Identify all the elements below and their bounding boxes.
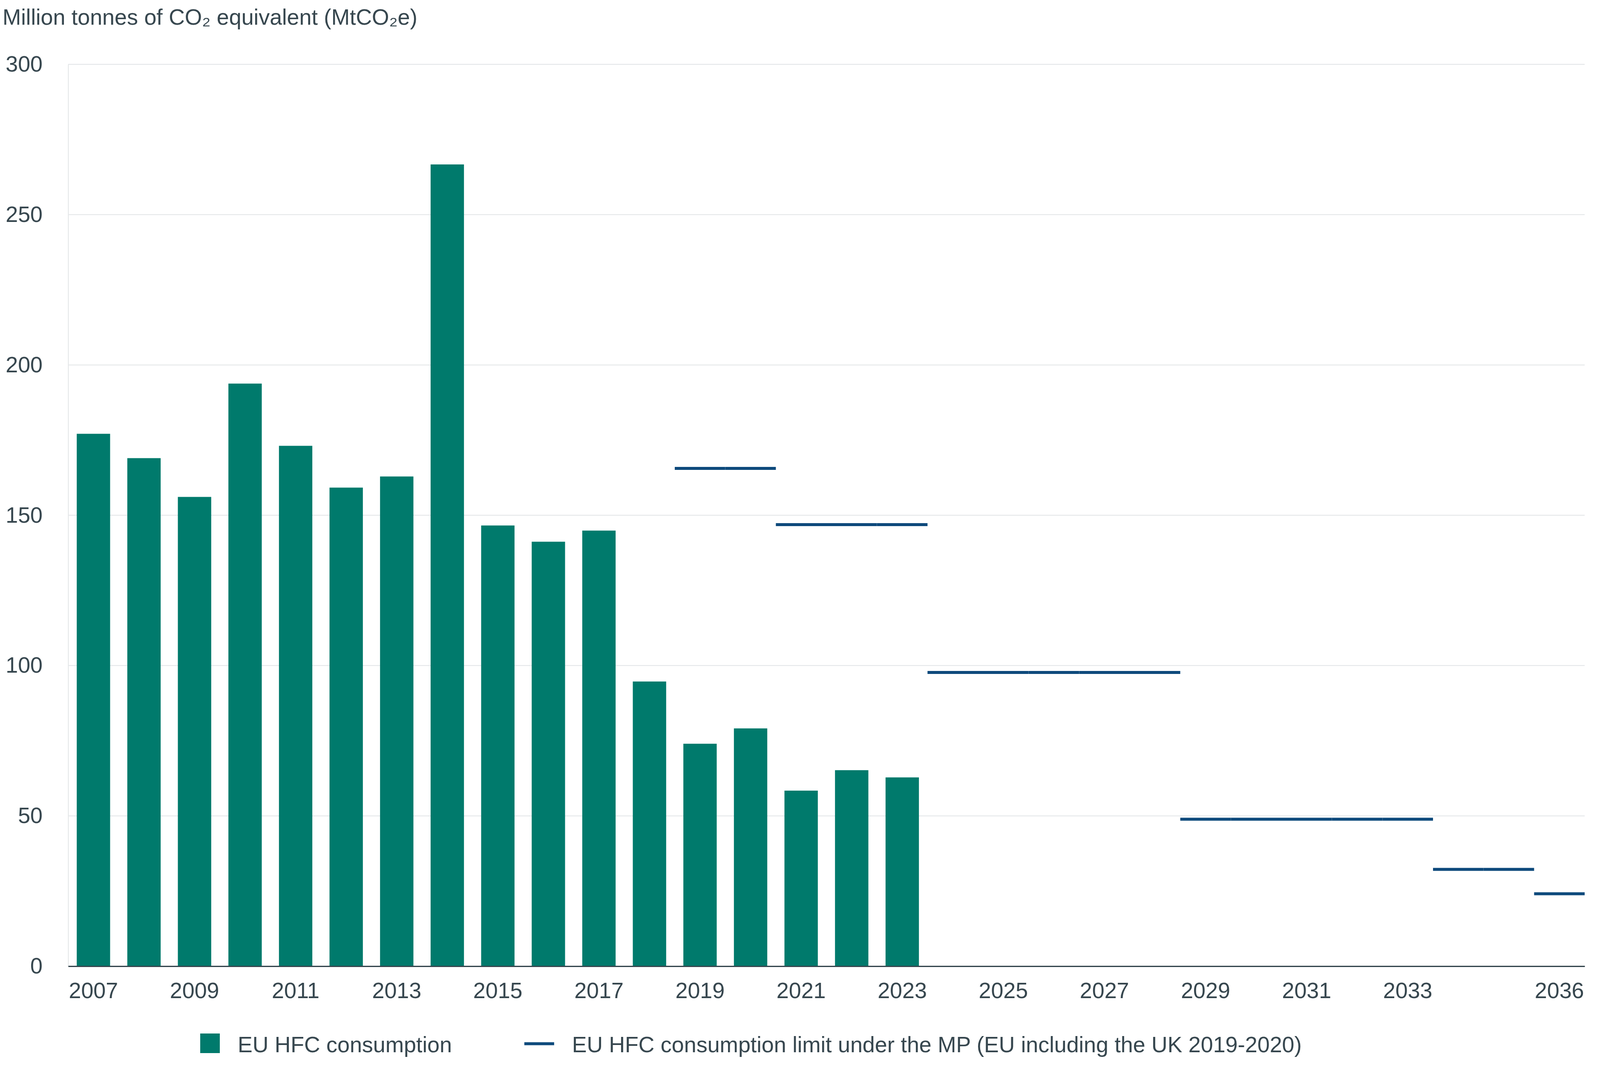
chart: 0501001502002503002007200920112013201520… xyxy=(0,0,1600,1068)
y-tick: 250 xyxy=(5,201,69,227)
limit-segment xyxy=(927,670,979,674)
limit-segment xyxy=(674,466,726,470)
grid xyxy=(68,64,1585,967)
legend-swatch xyxy=(524,1042,555,1046)
y-tick: 300 xyxy=(5,51,69,77)
y-tick-label: 200 xyxy=(5,352,43,377)
limit-segment xyxy=(1230,817,1282,821)
bar xyxy=(127,457,161,967)
x-tick: 2017 xyxy=(574,966,624,1003)
limit-segment xyxy=(877,523,928,527)
limit-segment xyxy=(1332,817,1383,821)
bar xyxy=(329,487,363,967)
limit-segment xyxy=(725,466,777,470)
limit-segment xyxy=(1079,670,1130,674)
x-tick: 2021 xyxy=(776,966,826,1003)
x-tick: 2019 xyxy=(675,966,725,1003)
bar xyxy=(784,790,818,967)
y-tick-label: 0 xyxy=(30,953,43,979)
x-tick: 2029 xyxy=(1180,966,1231,1003)
bar xyxy=(582,530,616,967)
limit-segment xyxy=(1028,670,1080,674)
grid-line xyxy=(68,63,1585,65)
x-tick: 2036 xyxy=(1534,966,1585,1003)
x-tick-label: 2019 xyxy=(675,978,725,1003)
x-tick: 2031 xyxy=(1281,966,1332,1003)
bar xyxy=(531,541,565,967)
y-tick-label: 150 xyxy=(5,502,43,528)
limit-segment xyxy=(978,670,1029,674)
limit-segment xyxy=(1433,867,1484,871)
x-tick: 2007 xyxy=(68,966,118,1003)
series-bar xyxy=(76,164,919,967)
series-step xyxy=(674,468,1585,894)
x-tick: 2013 xyxy=(371,966,422,1003)
x-axis-line xyxy=(68,965,1586,967)
limit-segment xyxy=(1281,817,1333,821)
x-tick-label: 2021 xyxy=(776,978,826,1003)
x-tick-label: 2029 xyxy=(1180,978,1231,1003)
x-tick-label: 2027 xyxy=(1079,978,1130,1003)
limit-segment xyxy=(1483,867,1535,871)
x-tick-label: 2033 xyxy=(1383,978,1433,1003)
x-tick: 2011 xyxy=(271,966,320,1003)
limit-segment xyxy=(1382,817,1434,821)
x-tick-label: 2013 xyxy=(371,978,422,1003)
x-tick-label: 2009 xyxy=(169,978,220,1003)
bar xyxy=(430,164,464,967)
y-tick: 200 xyxy=(5,352,69,377)
x-tick-label: 2025 xyxy=(978,978,1028,1003)
limit-segment xyxy=(775,523,827,527)
x-tick-label: 2011 xyxy=(271,978,320,1003)
legend: EU HFC consumption EU HFC consumption lim… xyxy=(200,1032,1302,1057)
x-tick: 2009 xyxy=(169,966,220,1003)
y-tick: 0 xyxy=(30,953,69,979)
x-tick-label: 2015 xyxy=(473,978,523,1003)
y-axis-line xyxy=(68,64,70,967)
bar xyxy=(76,433,110,967)
bar xyxy=(228,383,262,967)
y-tick-label: 100 xyxy=(5,652,43,678)
grid-line xyxy=(68,364,1585,366)
y-tick-label: 300 xyxy=(5,51,43,77)
y-tick-label: 50 xyxy=(17,802,43,828)
x-tick-label: 2031 xyxy=(1281,978,1332,1003)
bar xyxy=(279,445,313,967)
bar xyxy=(481,525,515,967)
grid-line xyxy=(68,965,1585,967)
y-axis: 0 50 100 150 200 250 300 xyxy=(5,51,69,979)
x-tick-label: 2017 xyxy=(574,978,624,1003)
bar xyxy=(834,770,869,967)
grid-line xyxy=(68,214,1585,216)
bar xyxy=(633,681,667,967)
bar xyxy=(733,728,768,967)
limit-segment xyxy=(1180,817,1232,821)
x-tick: 2023 xyxy=(877,966,927,1003)
x-tick-label: 2036 xyxy=(1534,978,1585,1003)
legend-label: EU HFC consumption limit under the MP (E… xyxy=(572,1032,1302,1057)
limit-segment xyxy=(1533,892,1585,895)
x-axis: 2007 2009 2011 2013 2015 2017 2019 2021 2023 2025… xyxy=(68,966,1586,1003)
bar xyxy=(885,777,919,967)
y-tick: 50 xyxy=(17,802,69,828)
y-tick: 150 xyxy=(5,502,69,528)
x-tick: 2015 xyxy=(473,966,523,1003)
x-tick: 2025 xyxy=(978,966,1028,1003)
legend-swatch xyxy=(200,1033,220,1054)
x-tick-label: 2007 xyxy=(68,978,118,1003)
limit-segment xyxy=(826,523,878,527)
bar xyxy=(683,743,717,967)
limit-segment xyxy=(1129,670,1181,674)
y-tick: 100 xyxy=(5,652,69,678)
x-tick-label: 2023 xyxy=(877,978,927,1003)
bar xyxy=(379,476,414,967)
bar xyxy=(178,496,212,967)
y-tick-label: 250 xyxy=(5,201,43,227)
plot-marks xyxy=(76,164,1585,967)
legend-label: EU HFC consumption xyxy=(237,1032,452,1057)
x-tick: 2033 xyxy=(1383,966,1433,1003)
y-axis-title: Million tonnes of CO₂ equivalent (MtCO₂e… xyxy=(2,4,418,30)
x-tick: 2027 xyxy=(1079,966,1130,1003)
